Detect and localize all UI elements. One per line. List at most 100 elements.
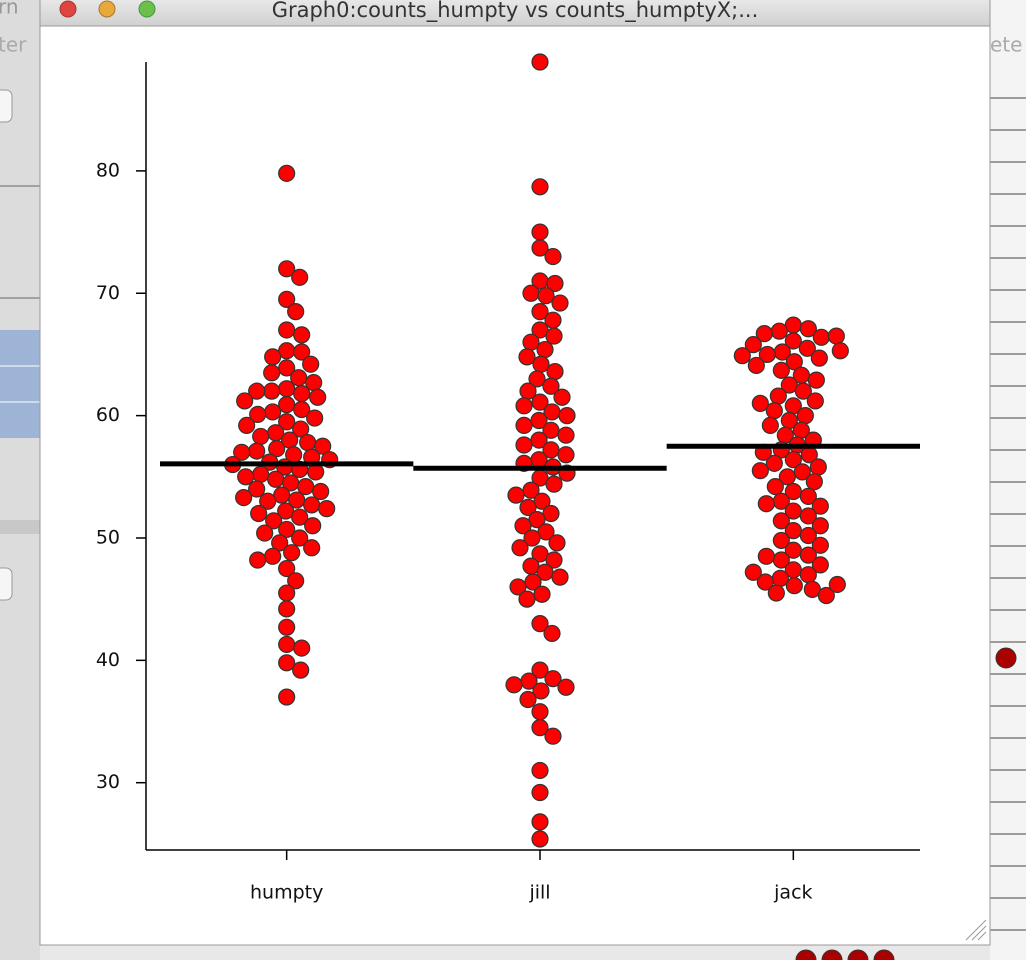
data-point (511, 539, 529, 557)
data-point (312, 482, 330, 501)
data-point (531, 719, 549, 737)
data-point (765, 454, 783, 472)
data-point (303, 496, 321, 514)
data-point (291, 508, 309, 526)
data-point (263, 364, 281, 382)
window-title: Graph0:counts_humpty vs counts_humptyX;.… (272, 0, 759, 23)
data-point (784, 332, 802, 350)
data-point (811, 497, 829, 515)
data-point (519, 690, 537, 709)
data-point (292, 420, 310, 438)
data-point (544, 670, 562, 688)
data-point (542, 377, 560, 395)
y-tick-label: 70 (96, 282, 120, 304)
button[interactable] (0, 567, 13, 601)
data-point (544, 247, 562, 266)
data-point (278, 559, 296, 578)
selection (0, 330, 40, 438)
data-point (522, 284, 540, 302)
data-point (767, 584, 785, 602)
data-point (551, 294, 569, 312)
data-point (784, 451, 802, 469)
data-point (304, 517, 322, 535)
data-point (827, 327, 845, 345)
dot (873, 949, 895, 960)
dot (995, 647, 1017, 669)
data-point (811, 556, 829, 574)
data-point (278, 520, 296, 539)
data-point (543, 624, 561, 643)
data-point (551, 568, 569, 586)
data-point (531, 703, 549, 721)
data-point (531, 303, 549, 321)
plot: 30 40 50 60 70 80 humpty jill jack (96, 53, 920, 904)
data-point (256, 524, 274, 542)
data-point (546, 274, 564, 293)
data-point (545, 327, 563, 345)
data-point (278, 584, 296, 602)
data-point (756, 573, 774, 591)
data-point (278, 380, 296, 398)
data-point (785, 577, 803, 595)
data-point (299, 433, 317, 452)
data-point (747, 356, 765, 375)
data-point (548, 534, 566, 552)
y-tick-label: 40 (96, 649, 120, 671)
data-point (293, 384, 311, 403)
button[interactable] (0, 89, 13, 123)
data-point (278, 618, 296, 636)
fragment: rn (0, 0, 19, 19)
data-point (523, 529, 541, 547)
minimize-button[interactable] (98, 0, 116, 18)
data-point (287, 572, 305, 590)
data-point (772, 512, 790, 530)
data-point (796, 407, 814, 425)
data-point (278, 413, 296, 431)
data-point (744, 563, 762, 581)
close-button[interactable] (59, 0, 77, 18)
data-point (278, 635, 296, 654)
data-point (249, 405, 267, 423)
data-point (263, 382, 281, 400)
zoom-button[interactable] (138, 0, 156, 18)
dot (821, 949, 843, 960)
data-point (807, 371, 825, 389)
data-point (528, 370, 546, 388)
data-point (531, 813, 549, 831)
data-point (810, 349, 828, 367)
data-point (799, 320, 817, 338)
left-window (0, 0, 40, 960)
data-point (531, 178, 549, 196)
data-point (751, 462, 769, 480)
data-point (293, 400, 311, 419)
data-point (812, 328, 830, 346)
data-point (531, 393, 549, 411)
data-point (798, 339, 816, 357)
data-point (291, 268, 309, 286)
data-point (271, 534, 289, 552)
data-point (531, 830, 549, 848)
data-point (770, 322, 788, 340)
data-point (537, 287, 555, 305)
data-point (532, 682, 550, 700)
data-point (799, 507, 817, 525)
data-point (309, 388, 327, 406)
data-point (248, 442, 266, 460)
data-point (287, 303, 305, 321)
resize-grip[interactable] (965, 919, 987, 941)
data-point (811, 517, 829, 535)
data-point (278, 164, 296, 182)
fragment: ete (990, 33, 1022, 57)
data-point (515, 436, 533, 454)
data-point (531, 53, 549, 71)
data-point (318, 500, 336, 518)
y-tick-label: 50 (96, 526, 120, 548)
data-point (817, 586, 835, 605)
data-point (785, 353, 803, 371)
fragment: ter (0, 33, 27, 57)
data-point (769, 387, 787, 405)
y-tick-label: 30 (96, 771, 120, 793)
data-point (293, 326, 311, 344)
data-point (518, 348, 536, 366)
data-point (519, 498, 537, 516)
